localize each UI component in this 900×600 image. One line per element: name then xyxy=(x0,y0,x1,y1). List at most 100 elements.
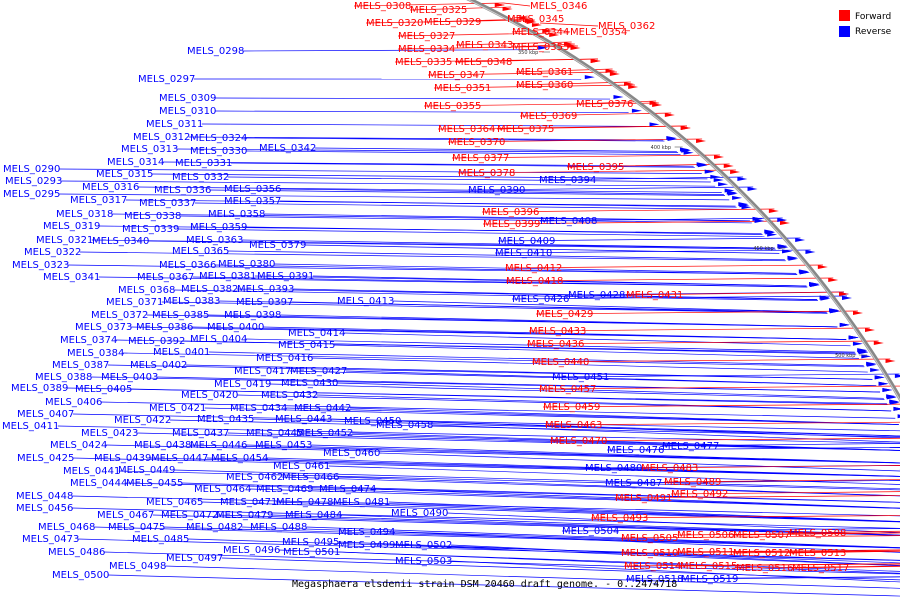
gene-label: MELS_0313 xyxy=(121,144,178,155)
gene-label: MELS_0472 xyxy=(161,510,218,521)
gene-label: MELS_0429 xyxy=(536,309,593,320)
leader-line xyxy=(221,557,900,581)
gene-label: MELS_0340 xyxy=(92,236,149,247)
gene-label: MELS_0502 xyxy=(395,540,452,551)
gene-feature xyxy=(542,29,553,33)
gene-label: MELS_0413 xyxy=(337,296,394,307)
gene-label: MELS_0505 xyxy=(621,533,678,544)
leader-line xyxy=(575,100,657,105)
gene-label: MELS_0355 xyxy=(424,101,481,112)
gene-feature xyxy=(882,388,893,392)
gene-label: MELS_0469 xyxy=(256,484,313,495)
gene-feature xyxy=(864,328,875,332)
gene-label: MELS_0383 xyxy=(163,296,220,307)
leader-line xyxy=(204,407,899,425)
gene-label: MELS_0363 xyxy=(186,235,243,246)
gene-label: MELS_0308 xyxy=(354,1,411,12)
gene-feature xyxy=(679,147,690,152)
gene-label: MELS_0466 xyxy=(282,472,339,483)
gene-label: MELS_0446 xyxy=(190,440,247,451)
leader-line xyxy=(314,147,677,152)
leader-line xyxy=(312,275,807,287)
gene-label: MELS_0497 xyxy=(166,553,223,564)
gene-label: MELS_0318 xyxy=(56,209,113,220)
gene-label: MELS_0481 xyxy=(333,497,390,508)
leader-line xyxy=(103,551,900,575)
leader-line xyxy=(176,148,679,153)
gene-feature xyxy=(782,249,793,254)
leader-line xyxy=(214,264,798,275)
leader-line xyxy=(310,444,900,464)
gene-feature xyxy=(723,164,734,168)
gene-label: MELS_0409 xyxy=(498,236,555,247)
leader-line xyxy=(333,344,859,359)
gene-label: MELS_0477 xyxy=(662,441,719,452)
gene-label: MELS_0487 xyxy=(605,478,662,489)
gene-label: MELS_0450 xyxy=(344,416,401,427)
legend-reverse-label: Reverse xyxy=(855,27,892,37)
leader-line xyxy=(291,301,828,314)
gene-label: MELS_0411 xyxy=(2,421,59,432)
gene-label: MELS_0309 xyxy=(159,93,216,104)
gene-feature xyxy=(624,82,635,86)
leader-line xyxy=(118,470,900,491)
leader-line xyxy=(304,244,780,254)
gene-label: MELS_0451 xyxy=(552,372,609,383)
scale-tick-label: 450 kbp xyxy=(753,246,773,252)
leader-line xyxy=(71,507,900,529)
gene-label: MELS_0361 xyxy=(516,67,573,78)
leader-line xyxy=(331,501,900,523)
gene-label: MELS_0453 xyxy=(255,440,312,451)
leader-line xyxy=(72,413,900,432)
gene-label: MELS_0311 xyxy=(146,119,203,130)
gene-label: MELS_0315 xyxy=(96,169,153,180)
gene-label: MELS_0398 xyxy=(224,310,281,321)
leader-line xyxy=(201,501,900,523)
leader-line xyxy=(151,173,708,180)
leader-line xyxy=(241,526,900,549)
leader-line xyxy=(503,2,531,7)
gene-label: MELS_0396 xyxy=(482,207,539,218)
gene-label: MELS_0484 xyxy=(285,510,342,521)
leader-line xyxy=(122,352,865,368)
leader-line xyxy=(338,551,900,574)
gene-feature xyxy=(502,7,513,11)
leader-line xyxy=(79,251,786,262)
leader-line xyxy=(640,465,900,469)
gene-label: MELS_0377 xyxy=(452,153,509,164)
gene-label: MELS_0335 xyxy=(395,57,452,68)
leader-line xyxy=(788,530,900,534)
gene-feature xyxy=(713,178,724,182)
gene-label: MELS_0516 xyxy=(736,563,793,574)
leader-line xyxy=(311,357,868,373)
backbone-arc xyxy=(466,0,900,403)
gene-label: MELS_0408 xyxy=(540,216,597,227)
gene-label: MELS_0496 xyxy=(223,545,280,556)
gene-feature xyxy=(777,218,788,222)
gene-label: MELS_0331 xyxy=(175,158,232,169)
leader-line xyxy=(679,563,900,567)
gene-feature xyxy=(777,244,788,249)
gene-label: MELS_0366 xyxy=(159,260,216,271)
leader-line xyxy=(156,376,881,393)
gene-label: MELS_0444 xyxy=(70,478,127,489)
gene-feature xyxy=(874,375,885,380)
leader-line xyxy=(423,102,659,107)
gene-feature xyxy=(873,341,884,345)
leader-line xyxy=(620,550,900,554)
gene-label: MELS_0486 xyxy=(48,547,105,558)
gene-label: MELS_0459 xyxy=(543,402,600,413)
genome-caption: Megasphaera elsdenii strain DSM 20460 dr… xyxy=(292,579,677,590)
leader-line xyxy=(201,123,647,127)
leader-line xyxy=(732,532,900,536)
gene-label: MELS_0316 xyxy=(82,182,139,193)
leader-line xyxy=(661,443,900,447)
leader-line xyxy=(788,550,900,554)
gene-feature xyxy=(838,292,849,296)
gene-label: MELS_0454 xyxy=(211,453,268,464)
gene-feature xyxy=(732,195,743,200)
gene-feature xyxy=(741,205,752,210)
leader-line xyxy=(550,28,571,33)
gene-label: MELS_0322 xyxy=(24,247,81,258)
scale-tick-label: 400 kbp xyxy=(651,145,671,151)
